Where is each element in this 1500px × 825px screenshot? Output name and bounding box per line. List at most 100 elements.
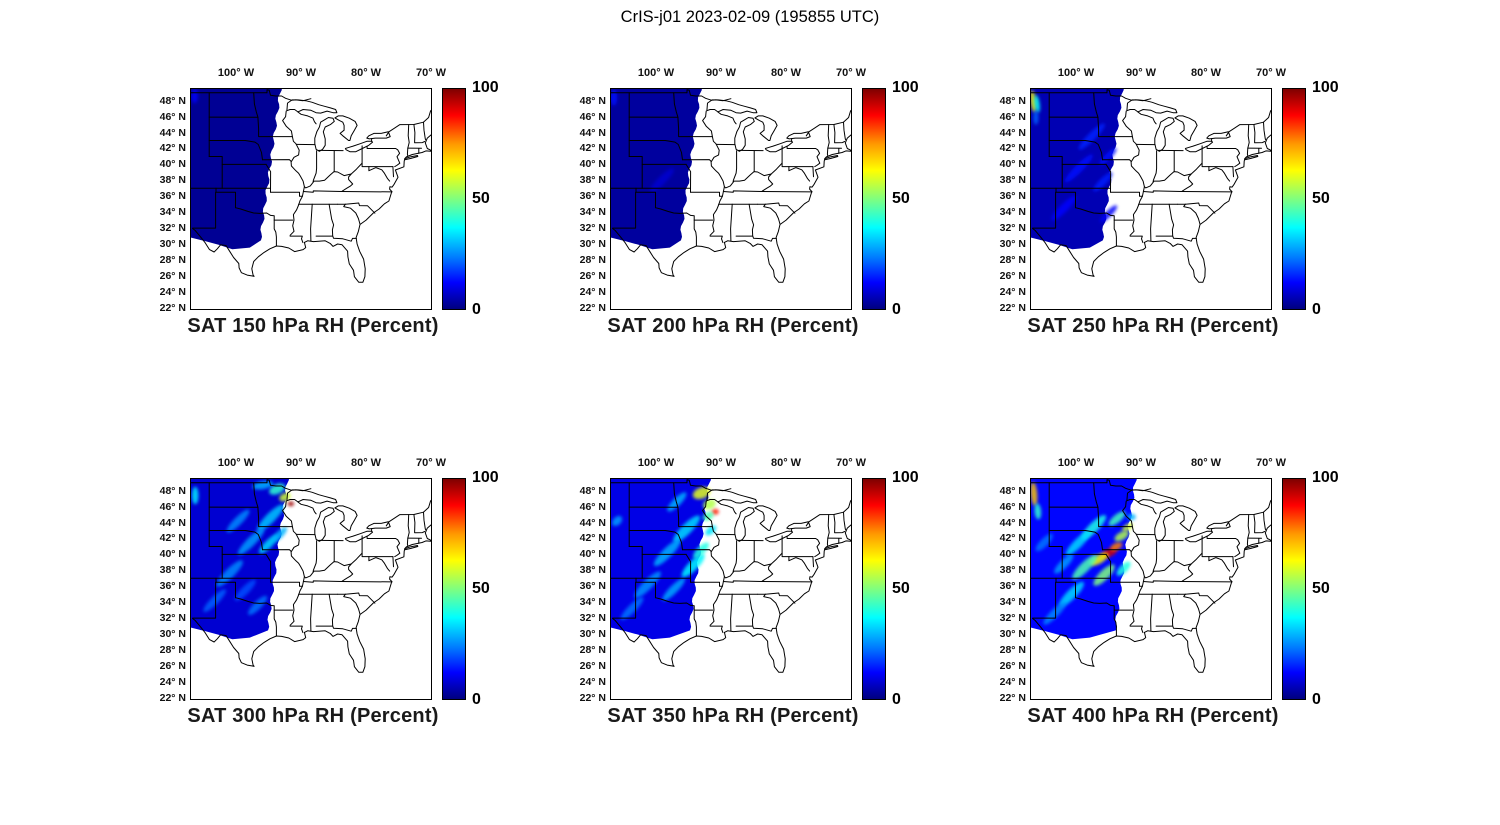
- rh-feature: [234, 579, 256, 601]
- panel-sat-350: 100 50 0 SAT 350 hPa RH (Percent) 100° W…: [568, 445, 988, 737]
- y-tick-label: 30° N: [999, 238, 1026, 250]
- x-tick-label: 80° W: [770, 457, 802, 469]
- rh-feature: [662, 578, 686, 601]
- y-tick-label: 40° N: [159, 548, 186, 560]
- y-tick-label: 22° N: [579, 692, 606, 704]
- y-tick-label: 32° N: [579, 612, 606, 624]
- rh-feature: [1116, 561, 1131, 576]
- panel-title: SAT 150 hPa RH (Percent): [187, 315, 439, 337]
- map-plot: [188, 88, 451, 310]
- map-axes: [188, 88, 451, 310]
- y-tick-label: 32° N: [159, 612, 186, 624]
- rh-feature: [1034, 503, 1042, 520]
- y-tick-label: 34° N: [579, 206, 606, 218]
- colorbar-tick-50: 50: [1312, 580, 1330, 597]
- y-tick-label: 42° N: [159, 142, 186, 154]
- rh-feature: [226, 509, 250, 533]
- x-tick-label: 100° W: [1057, 457, 1095, 469]
- map-axes: [1028, 88, 1291, 310]
- colorbar-tick-50: 50: [472, 190, 490, 207]
- x-tick-label: 100° W: [637, 457, 675, 469]
- axes-border: [610, 88, 852, 310]
- panel-title: SAT 200 hPa RH (Percent): [607, 315, 859, 337]
- y-tick-label: 34° N: [159, 206, 186, 218]
- y-tick-label: 36° N: [999, 190, 1026, 202]
- y-tick-label: 34° N: [579, 596, 606, 608]
- rh-feature: [673, 515, 701, 543]
- rh-feature: [1114, 530, 1129, 542]
- y-tick-label: 40° N: [159, 158, 186, 170]
- y-tick-label: 46° N: [579, 501, 606, 513]
- map-axes: [1028, 478, 1291, 700]
- y-tick-label: 42° N: [999, 532, 1026, 544]
- y-tick-label: 30° N: [579, 628, 606, 640]
- rh-feature: [1122, 523, 1133, 532]
- y-tick-label: 28° N: [579, 644, 606, 656]
- y-tick-label: 32° N: [159, 222, 186, 234]
- map-axes: [608, 478, 871, 700]
- y-tick-label: 40° N: [999, 158, 1026, 170]
- panel-sat-150: 100 50 0 SAT 150 hPa RH (Percent) 100° W…: [148, 55, 568, 347]
- satellite-swath: [1030, 478, 1137, 640]
- y-tick-label: 44° N: [159, 127, 186, 139]
- rh-feature: [1065, 530, 1091, 556]
- y-tick-label: 48° N: [159, 95, 186, 107]
- rh-feature: [1110, 542, 1123, 551]
- colorbar-gradient: [862, 478, 886, 700]
- y-tick-label: 48° N: [999, 485, 1026, 497]
- rh-feature: [247, 595, 268, 616]
- colorbar-gradient: [862, 88, 886, 310]
- panel-sat-250: 100 50 0 SAT 250 hPa RH (Percent) 100° W…: [988, 55, 1408, 347]
- x-tick-label: 80° W: [350, 457, 382, 469]
- x-tick-label: 70° W: [1255, 457, 1287, 469]
- axes-border: [190, 88, 432, 310]
- map-plot: [1028, 478, 1291, 700]
- y-tick-label: 28° N: [999, 644, 1026, 656]
- y-tick-label: 26° N: [159, 660, 186, 672]
- rh-feature: [653, 539, 681, 567]
- colorbar-gradient: [442, 478, 466, 700]
- colorbar-tick-0: 0: [892, 691, 901, 708]
- rh-feature: [191, 88, 198, 104]
- y-tick-label: 30° N: [579, 238, 606, 250]
- y-tick-label: 40° N: [579, 158, 606, 170]
- rh-feature: [693, 542, 709, 559]
- y-tick-label: 28° N: [159, 254, 186, 266]
- y-tick-label: 48° N: [579, 485, 606, 497]
- y-tick-label: 26° N: [999, 270, 1026, 282]
- x-tick-label: 100° W: [637, 67, 675, 79]
- y-tick-label: 38° N: [579, 564, 606, 576]
- colorbar-tick-100: 100: [1312, 469, 1339, 486]
- axes-border: [1030, 478, 1272, 700]
- y-tick-label: 46° N: [159, 501, 186, 513]
- colorbar-tick-100: 100: [892, 469, 919, 486]
- y-tick-label: 40° N: [999, 548, 1026, 560]
- y-tick-label: 22° N: [159, 692, 186, 704]
- y-tick-label: 44° N: [999, 127, 1026, 139]
- panel-title: SAT 400 hPa RH (Percent): [1027, 705, 1279, 727]
- rh-feature: [216, 560, 243, 587]
- y-tick-label: 48° N: [579, 95, 606, 107]
- rh-feature: [705, 525, 717, 536]
- y-tick-label: 38° N: [579, 174, 606, 186]
- y-tick-label: 32° N: [999, 612, 1026, 624]
- y-tick-label: 24° N: [159, 286, 186, 298]
- rh-feature: [1059, 581, 1085, 607]
- panel-sat-300: 100 50 0 SAT 300 hPa RH (Percent) 100° W…: [148, 445, 568, 737]
- x-tick-label: 80° W: [770, 67, 802, 79]
- x-tick-label: 100° W: [1057, 67, 1095, 79]
- y-tick-label: 44° N: [999, 517, 1026, 529]
- y-tick-label: 44° N: [579, 517, 606, 529]
- y-tick-label: 42° N: [999, 142, 1026, 154]
- rh-feature: [1099, 147, 1117, 166]
- y-tick-label: 30° N: [159, 238, 186, 250]
- colorbar-tick-100: 100: [1312, 79, 1339, 96]
- y-tick-label: 32° N: [999, 222, 1026, 234]
- colorbar-gradient: [442, 88, 466, 310]
- axes-border: [1030, 88, 1272, 310]
- x-tick-label: 70° W: [415, 67, 447, 79]
- rh-feature: [650, 168, 674, 193]
- y-tick-label: 42° N: [579, 532, 606, 544]
- y-tick-label: 38° N: [159, 174, 186, 186]
